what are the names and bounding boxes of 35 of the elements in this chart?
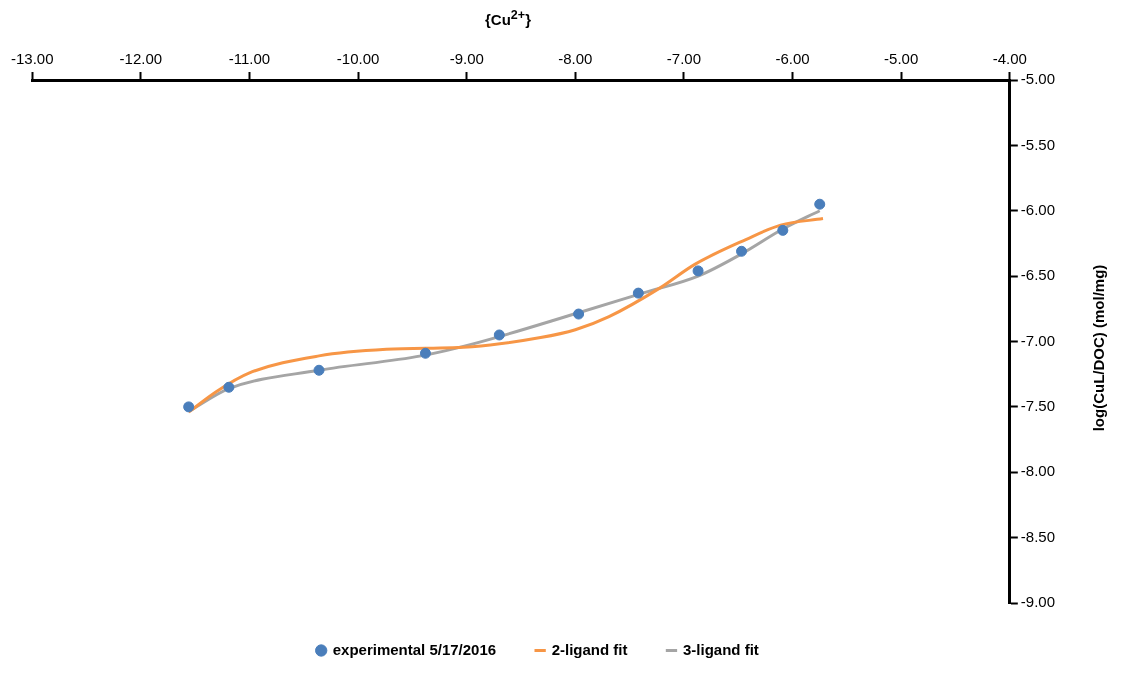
- x-tick-label: -8.00: [558, 50, 593, 68]
- x-tick-label: -5.00: [884, 50, 919, 68]
- y-tick-label: -6.00: [1020, 200, 1056, 218]
- y-tick-label: -7.50: [1020, 397, 1056, 415]
- x-tick-label: -6.00: [775, 50, 810, 68]
- y-axis-title: log(CuL/DOC) (mol/mg): [1089, 264, 1107, 432]
- x-tick-label: -13.00: [10, 50, 54, 68]
- x-axis-title: {Cu$^{2+}$}: [484, 8, 532, 28]
- point: [777, 224, 789, 236]
- point: [692, 265, 704, 277]
- y-tick-label: -8.50: [1020, 527, 1056, 545]
- point: [814, 198, 826, 210]
- x-tick-label: -7.00: [666, 50, 702, 68]
- x-tick-label: -11.00: [228, 50, 271, 68]
- y-tick-label: -5.00: [1020, 70, 1056, 88]
- x-tick-label: -10.00: [336, 50, 380, 68]
- y-tick-label: -8.00: [1020, 462, 1056, 480]
- y-tick-label: -7.00: [1020, 331, 1056, 349]
- legend-label: experimental 5/17/2016: [332, 640, 497, 658]
- point: [493, 329, 505, 341]
- x-tick-label: -9.00: [449, 50, 484, 68]
- point: [313, 364, 325, 376]
- y-tick-label: -5.50: [1020, 135, 1056, 153]
- y-tick-label: -9.00: [1020, 593, 1056, 611]
- point: [419, 347, 431, 359]
- y-tick-label: -6.50: [1020, 266, 1056, 284]
- point: [223, 381, 235, 393]
- point: [573, 308, 585, 320]
- legend-label: 2-ligand fit: [551, 640, 628, 658]
- point: [632, 287, 644, 299]
- x-tick-label: -12.00: [119, 50, 163, 68]
- legend-label: 3-ligand fit: [682, 640, 759, 658]
- point: [736, 245, 748, 257]
- x-tick-label: -4.00: [992, 50, 1027, 68]
- point: [183, 401, 195, 413]
